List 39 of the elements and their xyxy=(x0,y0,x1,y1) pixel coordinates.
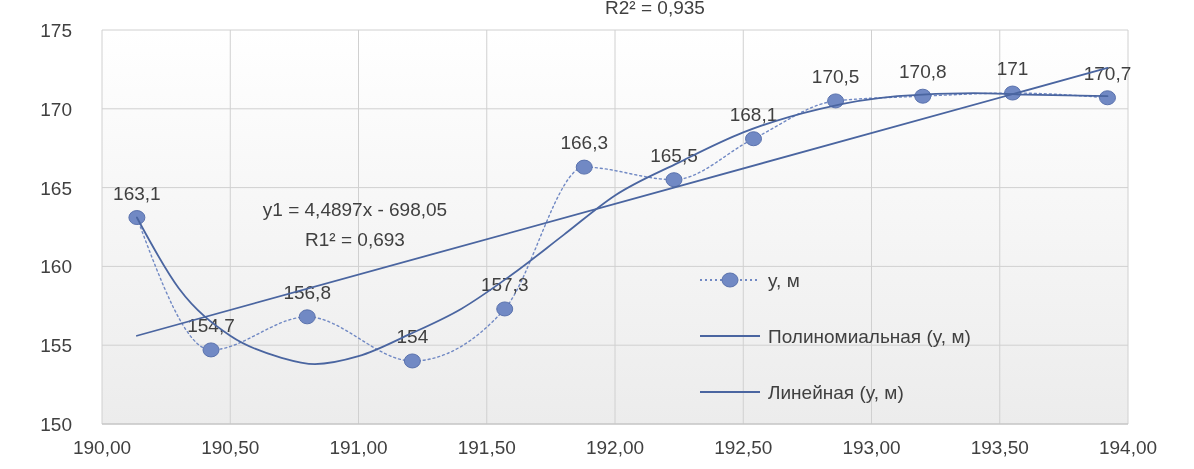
point xyxy=(403,353,421,369)
data-label: 170,8 xyxy=(899,61,947,83)
y-tick-label: 150 xyxy=(40,414,72,435)
y-tick-label: 175 xyxy=(40,20,72,41)
legend-label: Линейная (y, м) xyxy=(768,382,904,403)
point xyxy=(202,342,220,358)
data-label: 166,3 xyxy=(560,132,608,154)
data-label: 156,8 xyxy=(283,281,331,303)
y-tick-label: 160 xyxy=(40,256,72,278)
annotation: R1² = 0,693 xyxy=(305,229,405,250)
x-tick-label: 193,00 xyxy=(842,437,901,458)
data-label: 171 xyxy=(996,58,1029,80)
data-label: 168,1 xyxy=(729,103,778,125)
x-tick-label: 190,50 xyxy=(201,437,260,458)
data-label: 170,5 xyxy=(811,65,860,87)
x-tick-label: 191,00 xyxy=(329,437,388,458)
point xyxy=(665,172,683,188)
x-tick-label: 192,50 xyxy=(714,437,773,458)
y-tick-label: 155 xyxy=(40,335,72,357)
legend-label: Полиномиальная (y, м) xyxy=(768,326,971,347)
point xyxy=(745,131,763,147)
text: R2² = 0,935 xyxy=(605,0,705,18)
annotation: y1 = 4,4897x - 698,05 xyxy=(262,199,448,220)
legend-label: y, м xyxy=(768,270,800,291)
point xyxy=(575,159,593,175)
y-tick-label: 165 xyxy=(40,177,72,199)
point xyxy=(128,210,146,226)
data-label: 170,7 xyxy=(1083,62,1132,84)
point xyxy=(496,301,514,317)
y-tick-label: 170 xyxy=(40,98,72,120)
point xyxy=(298,309,316,325)
point xyxy=(1098,90,1116,106)
x-tick-label: 192,00 xyxy=(585,437,645,458)
data-label: 163,1 xyxy=(113,182,161,204)
x-tick-label: 194,00 xyxy=(1098,437,1158,458)
x-tick-label: 193,50 xyxy=(970,437,1029,458)
x-tick-label: 190,00 xyxy=(72,437,132,458)
x-tick-label: 191,50 xyxy=(457,437,516,458)
data-label: 165,5 xyxy=(650,144,698,166)
